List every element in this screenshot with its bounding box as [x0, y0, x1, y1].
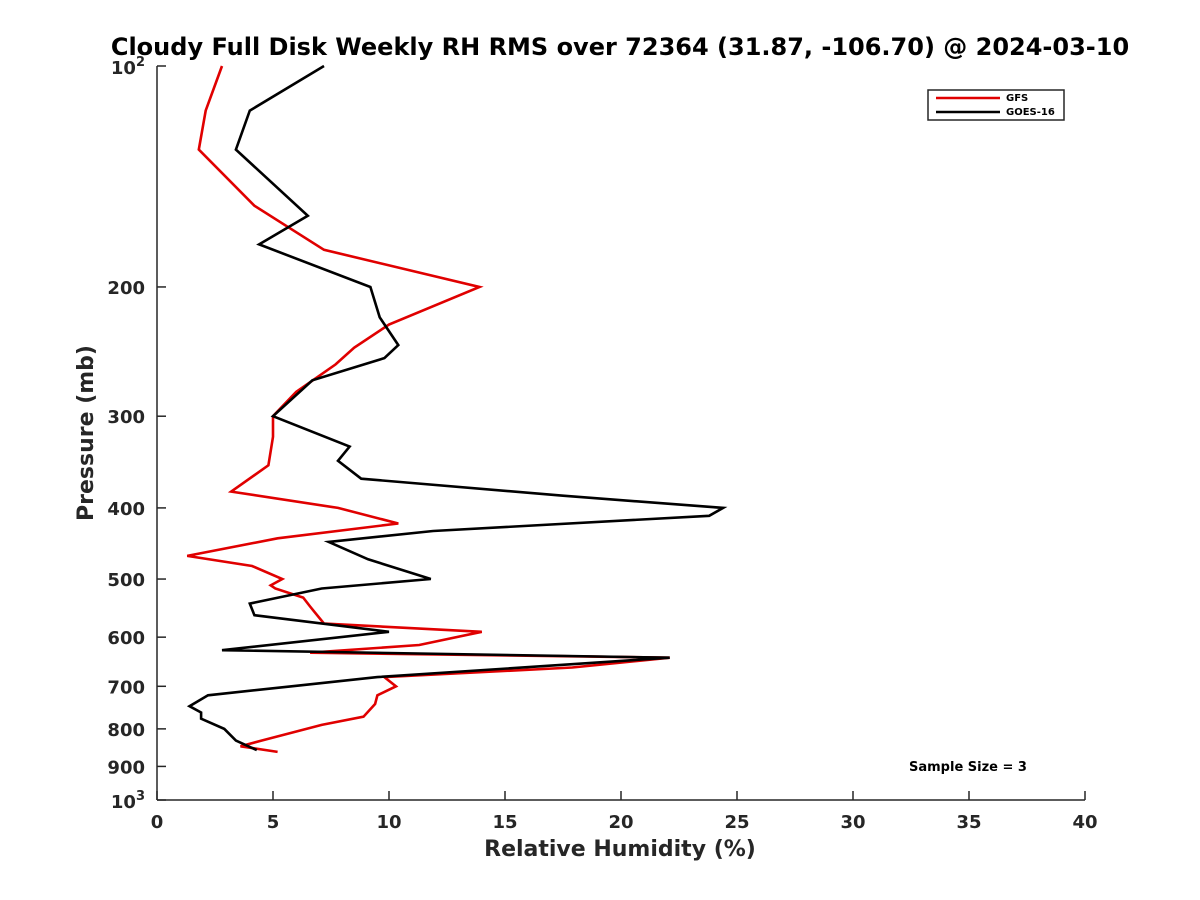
x-tick-label: 25 [724, 812, 749, 833]
y-tick-label: 400 [107, 499, 145, 520]
y-tick-label: 900 [107, 757, 145, 778]
y-tick-label: 300 [107, 407, 145, 428]
y-axis-label: Pressure (mb) [74, 345, 99, 521]
chart-title: Cloudy Full Disk Weekly RH RMS over 7236… [111, 33, 1129, 61]
x-tick-label: 35 [956, 812, 981, 833]
x-tick-label: 15 [492, 812, 517, 833]
legend-label-goes16: GOES-16 [1006, 107, 1055, 118]
series-line-goes-16 [186, 64, 728, 752]
x-tick-label: 10 [376, 812, 401, 833]
x-tick-label: 0 [151, 812, 164, 833]
y-tick-label: 103 [111, 789, 145, 813]
x-tick-label: 20 [608, 812, 633, 833]
y-tick-label: 102 [111, 55, 145, 79]
y-tick-label: 500 [107, 570, 145, 591]
legend-box [927, 89, 1065, 121]
y-tick-label: 700 [107, 677, 145, 698]
legend: GFS GOES-16 [927, 89, 1065, 121]
x-tick-label: 30 [840, 812, 865, 833]
y-tick-label: 600 [107, 628, 145, 649]
sample-size-annotation: Sample Size = 3 [909, 760, 1027, 775]
x-axis-label: Relative Humidity (%) [484, 837, 756, 862]
x-axis: 0 5 10 15 20 25 30 35 40 [151, 791, 1098, 833]
x-tick-label: 5 [267, 812, 280, 833]
x-tick-label: 40 [1072, 812, 1097, 833]
y-axis: 102 200 300 400 500 600 700 800 900 103 [107, 55, 166, 813]
legend-label-gfs: GFS [1006, 93, 1028, 104]
plot-area [186, 64, 728, 754]
y-tick-label: 800 [107, 720, 145, 741]
y-tick-label: 200 [107, 278, 145, 299]
series-line-gfs [186, 65, 670, 754]
